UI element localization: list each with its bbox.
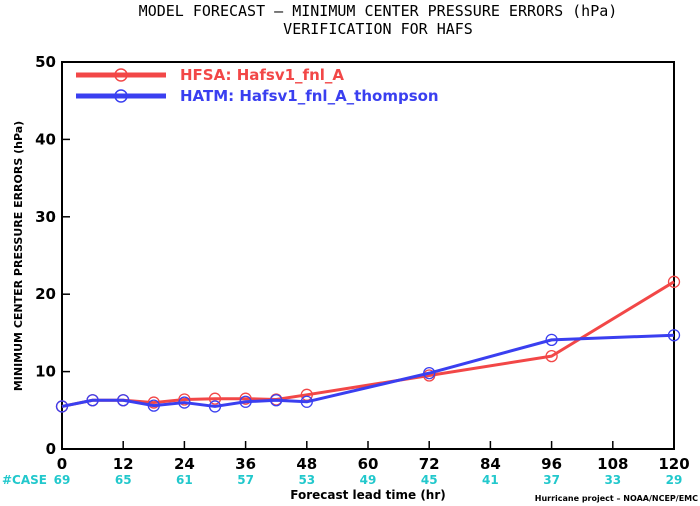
x-tick-label: 24: [174, 455, 195, 473]
case-count-label: 41: [482, 473, 499, 487]
series-point-0: [239, 392, 252, 405]
case-count-label: 65: [115, 473, 132, 487]
case-count-label: 53: [298, 473, 315, 487]
series-point-1: [300, 395, 313, 408]
case-count-label: 69: [54, 473, 71, 487]
chart-title-line1: MODEL FORECAST – MINIMUM CENTER PRESSURE…: [139, 2, 618, 20]
x-tick-label: 120: [658, 455, 689, 473]
case-label: #CASE: [2, 473, 47, 487]
series-point-1: [117, 394, 130, 407]
y-tick-label: 50: [35, 53, 56, 71]
credit-text: Hurricane project – NOAA/NCEP/EMC: [535, 494, 698, 503]
x-tick-label: 108: [597, 455, 628, 473]
series-point-1: [178, 396, 191, 409]
x-tick-label: 12: [113, 455, 134, 473]
series-point-0: [545, 349, 558, 363]
y-tick-label: 40: [35, 130, 56, 148]
series-point-1: [270, 394, 283, 407]
series-point-1: [545, 333, 558, 347]
case-count-label: 45: [421, 473, 438, 487]
legend-label-hfsa: HFSA: Hafsv1_fnl_A: [180, 66, 344, 84]
series-point-1: [208, 400, 222, 413]
series-point-1: [423, 366, 436, 380]
x-tick-label: 0: [57, 455, 67, 473]
legend: HFSA: Hafsv1_fnl_A HATM: Hafsv1_fnl_A_th…: [76, 66, 439, 105]
x-tick-label: 84: [480, 455, 501, 473]
y-tick-label: 30: [35, 208, 56, 226]
x-tick-label: 96: [541, 455, 562, 473]
series-point-0: [147, 396, 160, 409]
x-tick-label: 48: [296, 455, 317, 473]
series-point-1: [147, 399, 160, 412]
case-counts: 69 65 61 57 53 49 45 41 37 33 29: [54, 473, 683, 487]
series-point-0: [667, 275, 681, 288]
series-point-0: [178, 393, 191, 406]
series-point-1: [55, 400, 69, 413]
series-point-1: [86, 394, 99, 407]
case-count-label: 33: [604, 473, 621, 487]
legend-marker-hatm: [114, 89, 128, 103]
legend-label-hatm: HATM: Hafsv1_fnl_A_thompson: [180, 87, 439, 105]
x-tick-label: 36: [235, 455, 256, 473]
y-tick-label: 10: [35, 363, 56, 381]
series-line-1: [61, 333, 675, 408]
series-point-1: [239, 395, 252, 408]
case-count-label: 37: [543, 473, 560, 487]
y-axis-label: MINIMUM CENTER PRESSURE ERRORS (hPa): [12, 121, 25, 391]
series-layer: [55, 275, 681, 413]
case-count-label: 29: [666, 473, 683, 487]
y-tick-label: 20: [35, 285, 56, 303]
case-count-label: 61: [176, 473, 193, 487]
y-tick-label: 0: [46, 440, 56, 458]
series-point-1: [667, 329, 681, 342]
plot-frame: [61, 61, 675, 450]
case-count-label: 49: [360, 473, 377, 487]
case-count-label: 57: [237, 473, 254, 487]
series-point-0: [208, 392, 222, 405]
x-tick-label: 72: [419, 455, 440, 473]
axis-ticks: 0 12 24 36 48 60 72 84 96 108 120 0 10 20 30 40 50: [35, 53, 690, 473]
x-axis-label: Forecast lead time (hr): [290, 488, 446, 502]
legend-marker-hfsa: [114, 68, 128, 82]
x-tick-label: 60: [358, 455, 379, 473]
chart-title-line2: VERIFICATION FOR HAFS: [283, 20, 473, 38]
